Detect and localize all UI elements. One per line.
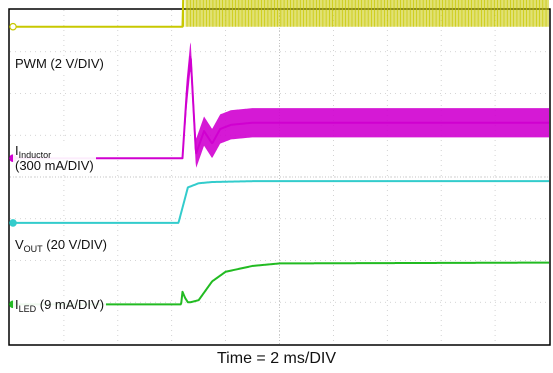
trace-inductor-current-band <box>185 42 549 168</box>
trace-pwm <box>9 0 549 28</box>
label-pwm: PWM (2 V/DIV) <box>13 56 106 71</box>
channel-ground-marker <box>9 22 17 31</box>
trace-inductor-current <box>9 42 550 168</box>
trace-vout-line <box>9 180 550 224</box>
channel-ground-marker <box>9 219 17 227</box>
label-inductor-current: IInductor (300 mA/DIV) <box>13 143 96 173</box>
label-led-current: ILED (9 mA/DIV) <box>13 297 107 314</box>
trace-vout <box>9 180 550 224</box>
trace-inductor-current-line <box>9 55 550 160</box>
time-base-caption: Time = 2 ms/DIV <box>217 350 336 367</box>
trace-pwm-band <box>185 0 549 27</box>
traces <box>9 0 550 306</box>
label-vout: VOUT (20 V/DIV) <box>13 237 109 254</box>
trace-pwm-line <box>9 0 185 28</box>
